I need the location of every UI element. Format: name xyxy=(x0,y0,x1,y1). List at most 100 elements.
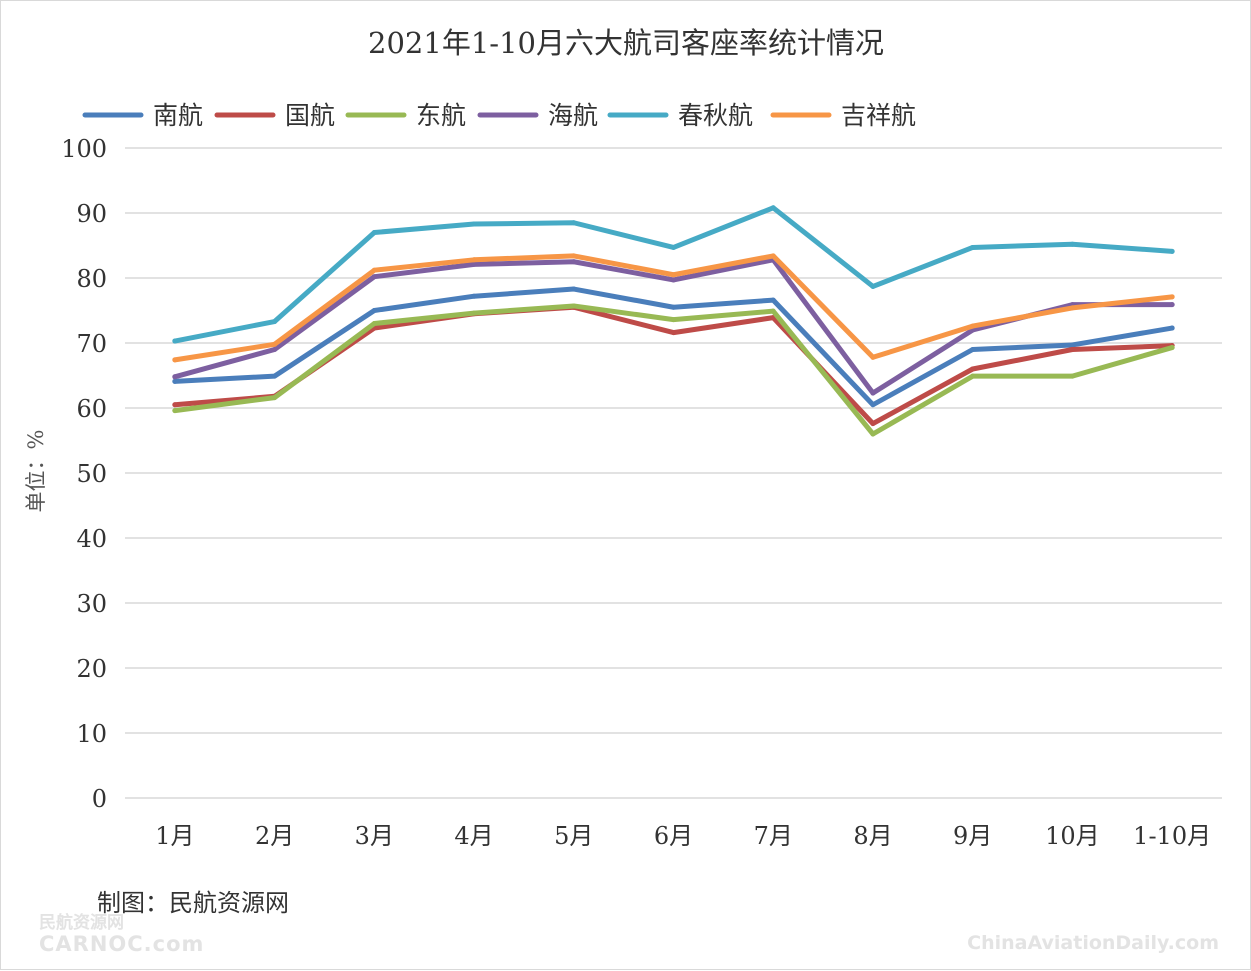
y-axis-label: 单位：% xyxy=(24,430,48,513)
data-point xyxy=(471,221,477,227)
x-tick-label: 2月 xyxy=(255,822,294,850)
series-group xyxy=(172,253,1175,363)
y-tick-label: 20 xyxy=(76,655,107,683)
watermark-left-en: CARNOC.com xyxy=(39,932,204,956)
data-point xyxy=(870,402,876,408)
data-point xyxy=(471,293,477,299)
data-point xyxy=(870,283,876,289)
data-point xyxy=(970,347,976,352)
data-point xyxy=(770,308,776,314)
data-point xyxy=(172,408,178,414)
data-point xyxy=(1069,342,1075,348)
data-point xyxy=(970,373,976,379)
y-tick-label: 60 xyxy=(76,395,107,423)
x-axis-ticks: 1月 2月 3月 4月 5月 6月 7月 8月 9月 10月 1-10月 xyxy=(155,822,1211,850)
credit-text: 制图：民航资源网 xyxy=(97,889,289,917)
data-point xyxy=(571,286,577,292)
data-point xyxy=(970,244,976,250)
data-point xyxy=(671,317,676,323)
data-point xyxy=(172,402,178,408)
data-point xyxy=(1069,305,1075,311)
x-tick-label: 1月 xyxy=(155,822,194,850)
data-point xyxy=(1069,241,1075,247)
data-point xyxy=(1169,325,1175,331)
data-point xyxy=(970,366,976,372)
y-tick-label: 90 xyxy=(76,200,107,228)
legend-label: 海航 xyxy=(548,101,598,130)
y-tick-label: 80 xyxy=(76,265,107,293)
y-tick-label: 40 xyxy=(76,525,107,553)
legend-label: 南航 xyxy=(153,101,203,130)
x-tick-label: 5月 xyxy=(554,822,593,850)
data-point xyxy=(471,261,477,267)
series-line xyxy=(172,304,1175,427)
y-tick-label: 30 xyxy=(76,590,107,618)
data-point xyxy=(671,304,676,310)
data-point xyxy=(770,297,776,303)
data-point xyxy=(172,357,178,363)
data-point xyxy=(172,374,178,380)
y-tick-label: 100 xyxy=(61,135,107,163)
data-point xyxy=(371,308,377,313)
data-point xyxy=(571,220,577,226)
y-tick-label: 0 xyxy=(92,785,107,813)
y-tick-label: 50 xyxy=(76,460,107,488)
data-point xyxy=(272,395,278,401)
series-group xyxy=(172,205,1175,344)
x-tick-label: 8月 xyxy=(853,822,892,850)
data-point xyxy=(172,338,178,344)
series-group xyxy=(172,303,1175,437)
legend-label: 国航 xyxy=(285,101,335,130)
y-tick-label: 10 xyxy=(76,720,107,748)
data-point xyxy=(1169,294,1175,300)
data-point xyxy=(471,257,477,263)
data-point xyxy=(671,272,676,278)
x-tick-label: 10月 xyxy=(1045,822,1100,850)
data-point xyxy=(1069,347,1075,352)
x-tick-label: 3月 xyxy=(355,822,394,850)
data-point xyxy=(671,244,676,250)
x-tick-label: 9月 xyxy=(953,822,992,850)
chart-title: 2021年1-10月六大航司客座率统计情况 xyxy=(368,26,884,60)
data-point xyxy=(1169,345,1175,351)
data-point xyxy=(870,431,876,437)
data-point xyxy=(870,354,876,360)
legend-label: 春秋航 xyxy=(678,101,753,130)
data-point xyxy=(272,319,278,325)
data-point xyxy=(172,378,178,384)
x-tick-label: 4月 xyxy=(454,822,493,850)
x-tick-label: 7月 xyxy=(754,822,793,850)
legend-label: 吉祥航 xyxy=(841,101,916,130)
data-point xyxy=(272,347,278,352)
data-point xyxy=(371,274,377,280)
data-point xyxy=(870,421,876,427)
series-line xyxy=(172,303,1175,437)
legend-label: 东航 xyxy=(416,101,466,130)
watermark-left-cn: 民航资源网 xyxy=(39,912,124,933)
data-point xyxy=(970,323,976,329)
data-point xyxy=(1169,302,1175,308)
watermark-right: ChinaAviationDaily.com xyxy=(967,932,1219,954)
data-point xyxy=(272,341,278,347)
data-point xyxy=(770,205,776,211)
data-point xyxy=(671,277,676,283)
data-point xyxy=(770,253,776,259)
data-point xyxy=(371,267,377,273)
data-point xyxy=(671,330,676,336)
data-point xyxy=(870,390,876,396)
x-tick-label: 6月 xyxy=(654,822,693,850)
series-lines xyxy=(172,205,1175,437)
series-group xyxy=(172,286,1175,408)
data-point xyxy=(471,310,477,316)
data-point xyxy=(1069,373,1075,379)
y-tick-label: 70 xyxy=(76,330,107,358)
data-point xyxy=(272,373,278,379)
gridlines xyxy=(125,147,1222,799)
data-point xyxy=(371,321,377,326)
legend: 南航 国航 东航 海航 春秋航 吉祥航 xyxy=(82,101,916,130)
data-point xyxy=(371,230,377,235)
data-point xyxy=(1169,248,1175,254)
data-point xyxy=(571,253,577,259)
